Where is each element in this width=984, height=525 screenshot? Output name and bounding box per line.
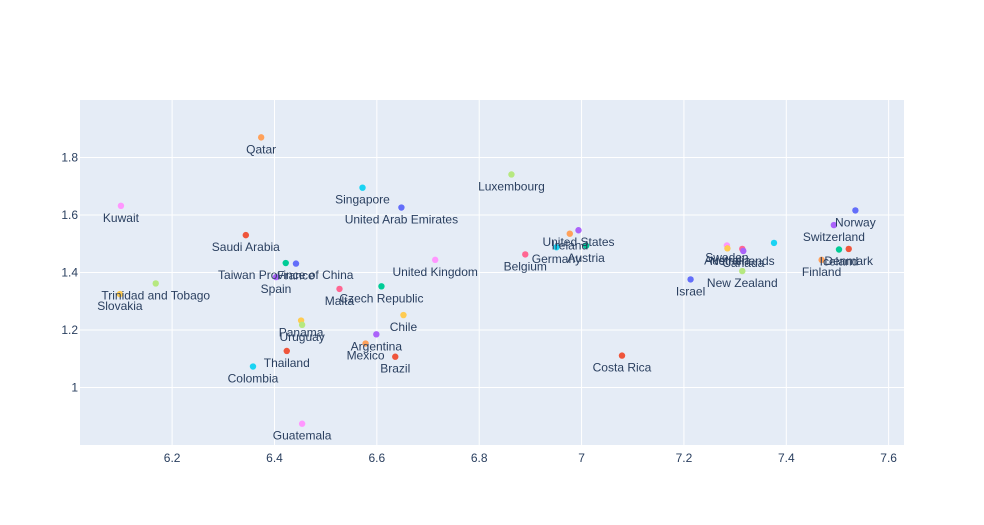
- data-point[interactable]: [359, 184, 366, 191]
- data-point[interactable]: [575, 227, 582, 234]
- data-point[interactable]: [845, 245, 852, 253]
- data-point[interactable]: [298, 420, 306, 427]
- x-tick-label: 7: [578, 451, 585, 465]
- point-label: Austria: [567, 251, 605, 265]
- point-label: Luxembourg: [478, 179, 545, 193]
- data-point[interactable]: [740, 247, 747, 255]
- x-tick-label: 7.6: [880, 451, 897, 465]
- data-point[interactable]: [739, 267, 746, 275]
- data-point[interactable]: [292, 260, 300, 267]
- point-label: Sweden: [705, 250, 748, 264]
- point-label: Netherlands: [710, 254, 775, 268]
- point-label: Czech Republic: [339, 291, 423, 305]
- point-label: Norway: [835, 215, 876, 229]
- point-label: Finland: [802, 265, 841, 279]
- point-label: Chile: [390, 320, 418, 334]
- point-label: Belgium: [504, 259, 547, 273]
- y-tick-label: 1: [71, 381, 78, 395]
- point-label: Israel: [676, 284, 705, 298]
- data-point[interactable]: [852, 207, 859, 214]
- data-point[interactable]: [392, 353, 399, 360]
- point-label: New Zealand: [707, 276, 778, 290]
- data-point[interactable]: [336, 285, 343, 293]
- point-label: Costa Rica: [593, 361, 652, 375]
- point-label: Switzerland: [803, 230, 865, 244]
- point-label: Canada: [722, 256, 764, 270]
- x-tick-label: 6.4: [266, 451, 283, 465]
- point-label: Denmark: [824, 254, 874, 268]
- point-label: Argentina: [351, 339, 403, 353]
- point-label: Guatemala: [273, 429, 332, 443]
- point-label: France: [277, 269, 315, 283]
- data-point[interactable]: [508, 171, 515, 178]
- point-label: Iceland: [820, 255, 859, 269]
- point-label: Brazil: [380, 362, 410, 376]
- point-label: Thailand: [264, 356, 310, 370]
- data-point[interactable]: [818, 256, 825, 264]
- point-labels: Qatar Singapore Luxembourg United Arab Emir…: [97, 142, 875, 442]
- y-axis-ticks: 1 1.2 1.4 1.6 1.8: [61, 151, 78, 395]
- y-tick-label: 1.8: [61, 151, 78, 165]
- data-point[interactable]: [257, 134, 265, 141]
- data-point[interactable]: [566, 230, 573, 237]
- y-tick-label: 1.4: [61, 266, 78, 280]
- point-label: Ireland: [551, 239, 588, 253]
- data-point[interactable]: [242, 231, 250, 239]
- y-tick-label: 1.2: [61, 323, 78, 337]
- data-point[interactable]: [431, 256, 439, 264]
- y-tick-label: 1.6: [61, 208, 78, 222]
- point-label: United Arab Emirates: [345, 213, 458, 227]
- data-point[interactable]: [553, 244, 560, 251]
- point-label: United Kingdom: [392, 265, 477, 279]
- data-point[interactable]: [687, 276, 694, 283]
- data-point[interactable]: [582, 242, 590, 249]
- x-tick-label: 7.2: [676, 451, 693, 465]
- point-label: Kuwait: [103, 211, 140, 225]
- data-point[interactable]: [618, 352, 626, 359]
- point-label: Malta: [325, 294, 355, 308]
- data-point[interactable]: [116, 290, 124, 298]
- point-label: Taiwan Province of China: [218, 268, 354, 282]
- data-point[interactable]: [522, 251, 529, 258]
- point-label: Singapore: [335, 193, 390, 207]
- point-label: United States: [542, 235, 614, 249]
- data-point[interactable]: [373, 331, 380, 338]
- x-tick-label: 6.6: [369, 451, 386, 465]
- data-point[interactable]: [378, 283, 385, 290]
- point-label: Panama: [279, 326, 324, 340]
- point-label: Germany: [532, 252, 581, 266]
- point-label: Mexico: [347, 349, 385, 363]
- data-point[interactable]: [362, 340, 369, 347]
- point-label: Qatar: [246, 142, 276, 156]
- point-label: Uruguay: [279, 330, 324, 344]
- data-point[interactable]: [835, 246, 843, 253]
- data-point[interactable]: [117, 202, 125, 209]
- data-point[interactable]: [282, 259, 289, 267]
- x-tick-label: 6.8: [471, 451, 488, 465]
- data-point[interactable]: [400, 311, 407, 319]
- x-tick-label: 7.4: [778, 451, 795, 465]
- data-point[interactable]: [398, 204, 405, 211]
- point-label: Slovakia: [97, 299, 143, 313]
- x-tick-label: 6.2: [164, 451, 181, 465]
- data-point[interactable]: [272, 273, 280, 281]
- data-point[interactable]: [830, 221, 838, 229]
- point-label: Australia: [704, 253, 751, 267]
- point-label: Trinidad and Tobago: [101, 288, 210, 302]
- data-point[interactable]: [770, 239, 778, 247]
- data-point[interactable]: [283, 347, 290, 355]
- data-points: [116, 134, 859, 427]
- data-point[interactable]: [249, 363, 257, 370]
- data-point[interactable]: [298, 321, 306, 329]
- point-label: Saudi Arabia: [212, 240, 280, 254]
- data-point[interactable]: [152, 280, 159, 287]
- point-label: Spain: [261, 282, 292, 296]
- x-axis-ticks: 6.2 6.4 6.6 6.8 7 7.2 7.4 7.6: [164, 451, 898, 465]
- grid-lines: [80, 100, 904, 445]
- point-label: Colombia: [228, 372, 279, 386]
- data-point[interactable]: [724, 245, 731, 252]
